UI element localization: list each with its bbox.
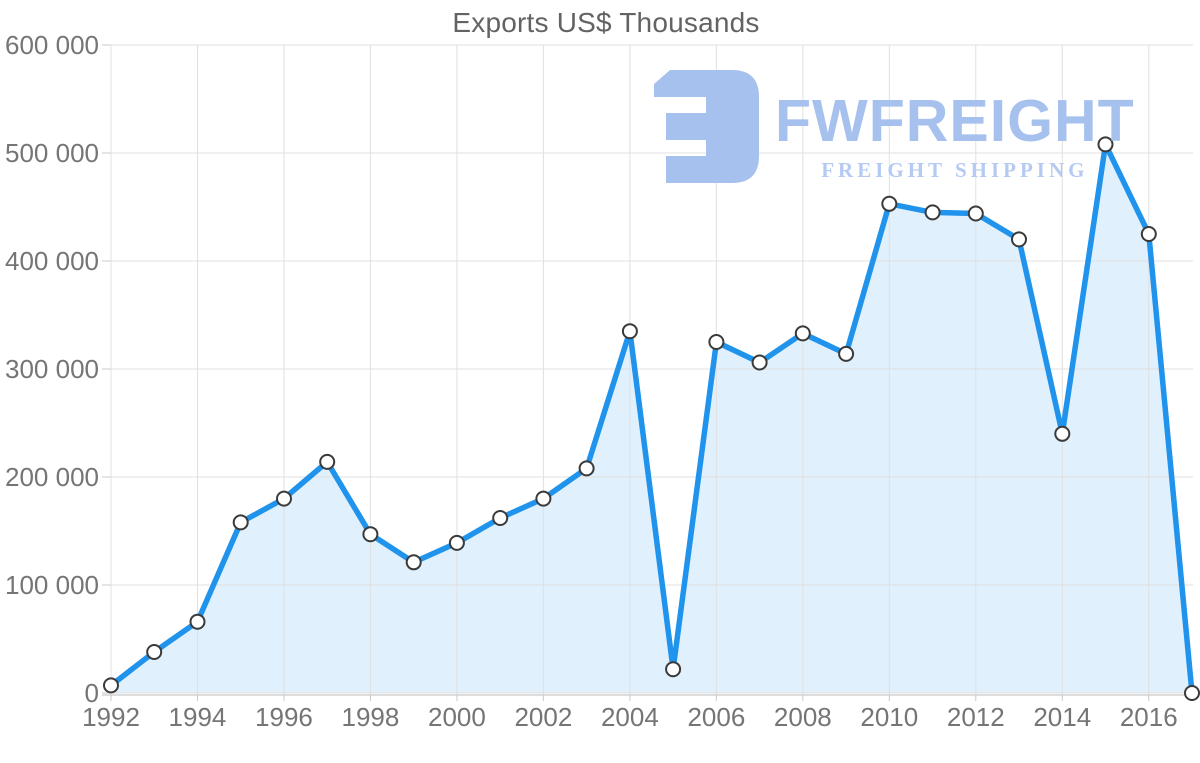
data-point-2005[interactable] — [665, 661, 682, 678]
x-axis-label-2000: 2000 — [428, 702, 486, 732]
y-axis-label-300000: 300 000 — [5, 354, 99, 384]
chart-title: Exports US$ Thousands — [452, 7, 760, 38]
x-axis-label-1992: 1992 — [82, 702, 140, 732]
x-axis-label-2004: 2004 — [601, 702, 659, 732]
x-axis-label-2016: 2016 — [1120, 702, 1178, 732]
data-point-1998[interactable] — [362, 526, 379, 543]
data-point-2008[interactable] — [794, 325, 811, 342]
data-point-1996[interactable] — [276, 490, 292, 507]
x-axis-label-2008: 2008 — [774, 702, 832, 732]
data-point-2017[interactable] — [1184, 685, 1200, 701]
series-line — [108, 141, 1195, 696]
data-point-2015[interactable] — [1097, 136, 1114, 153]
x-axis-label-1996: 1996 — [255, 702, 313, 732]
x-axis-label-2010: 2010 — [860, 702, 918, 732]
data-point-1994[interactable] — [189, 613, 206, 630]
data-point-2002[interactable] — [535, 490, 552, 507]
data-point-2003[interactable] — [578, 460, 595, 477]
data-point-2000[interactable] — [448, 534, 465, 551]
data-point-2016[interactable] — [1140, 226, 1157, 242]
y-axis-label-100000: 100 000 — [5, 570, 99, 600]
data-point-1995[interactable] — [232, 514, 249, 531]
data-point-2006[interactable] — [708, 334, 725, 350]
data-point-1992[interactable] — [103, 677, 119, 694]
data-point-2001[interactable] — [492, 510, 509, 526]
data-point-2011[interactable] — [924, 204, 941, 221]
y-axis-label-200000: 200 000 — [5, 462, 99, 492]
y-axis-label-500000: 500 000 — [5, 138, 99, 168]
y-axis-label-600000: 600 000 — [5, 30, 99, 60]
x-axis-label-1998: 1998 — [342, 702, 400, 732]
x-axis-label-2002: 2002 — [514, 702, 572, 732]
data-point-2004[interactable] — [621, 323, 638, 340]
data-point-2009[interactable] — [838, 345, 855, 362]
x-axis-label-2006: 2006 — [687, 702, 745, 732]
data-point-2007[interactable] — [751, 354, 768, 371]
data-point-2012[interactable] — [967, 205, 984, 222]
x-axis-label-2012: 2012 — [947, 702, 1005, 732]
data-point-1997[interactable] — [319, 453, 336, 470]
series-area-fill — [111, 144, 1192, 693]
y-axis-label-0: 0 — [85, 678, 99, 708]
x-axis-label-1994: 1994 — [169, 702, 227, 732]
data-point-2014[interactable] — [1054, 425, 1071, 442]
y-axis-label-400000: 400 000 — [5, 246, 99, 276]
data-point-1999[interactable] — [405, 554, 422, 571]
x-axis-label-2014: 2014 — [1033, 702, 1091, 732]
data-point-2013[interactable] — [1011, 231, 1027, 248]
data-point-1993[interactable] — [146, 644, 163, 660]
data-point-2010[interactable] — [881, 195, 898, 212]
